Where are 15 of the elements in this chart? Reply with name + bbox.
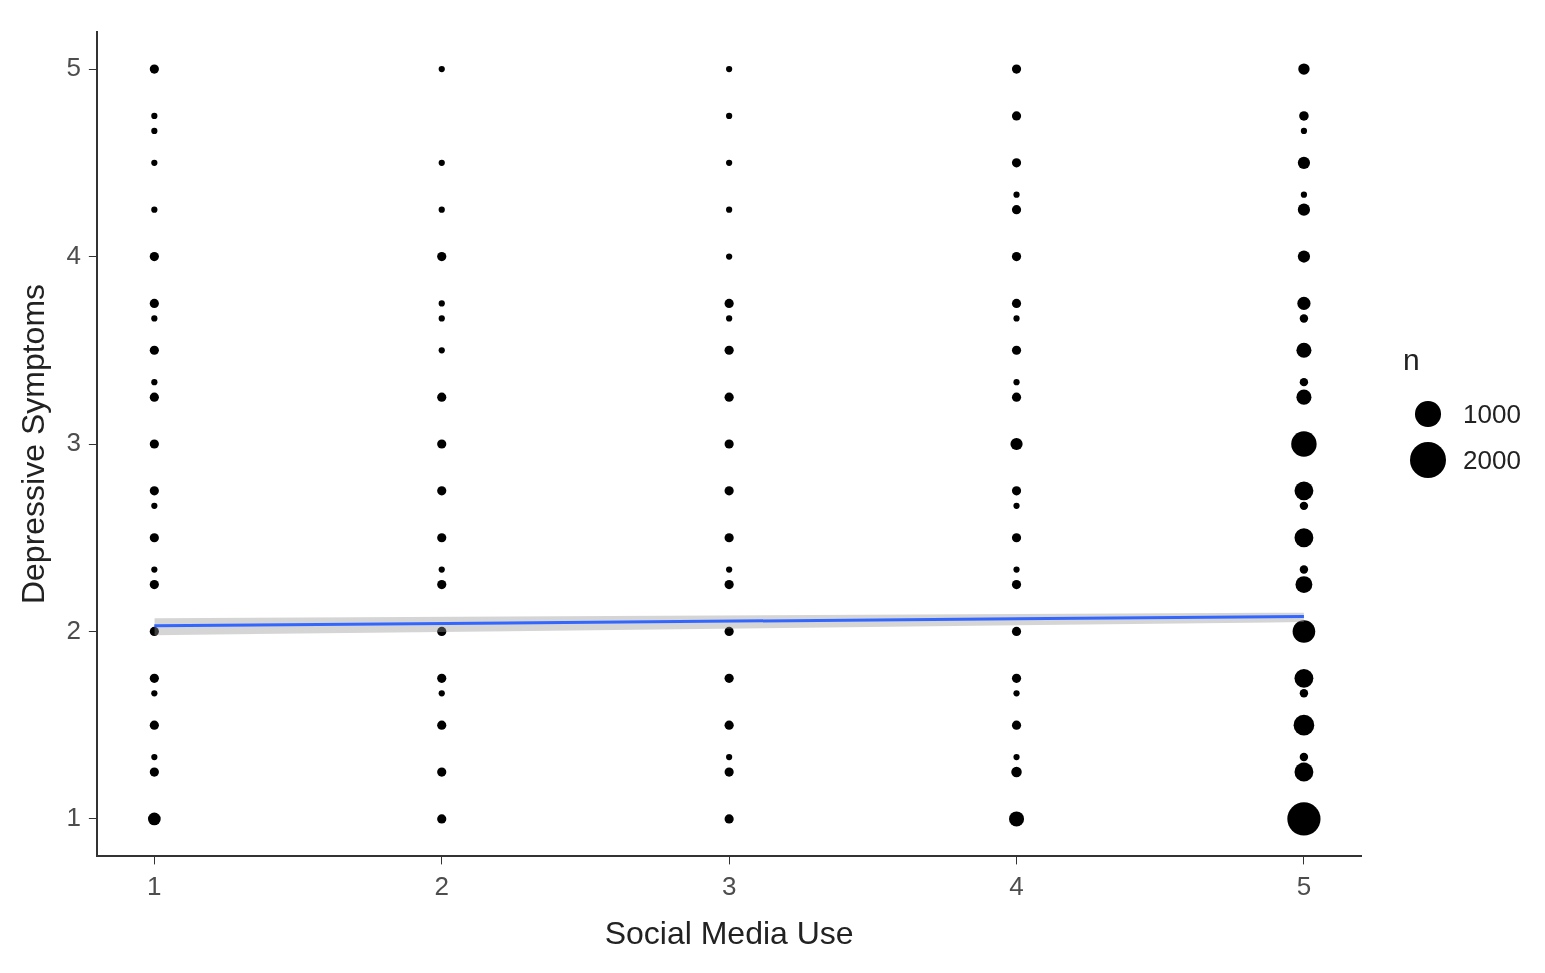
legend-title: n	[1403, 343, 1421, 377]
x-tick-label: 3	[721, 871, 737, 902]
y-tick-label: 5	[66, 52, 81, 83]
x-tick-label: 5	[1296, 871, 1312, 902]
x-axis-title: Social Media Use	[604, 914, 854, 951]
x-tick-label: 4	[1009, 871, 1024, 902]
y-axis-title: Depressive Symptoms	[15, 283, 52, 605]
y-tick-label: 3	[66, 427, 81, 458]
y-tick-label: 2	[66, 614, 81, 645]
y-tick-label: 1	[66, 802, 81, 833]
legend-label: 1000	[1463, 398, 1521, 430]
x-tick-label: 2	[434, 871, 449, 902]
y-tick-label: 4	[66, 239, 81, 270]
x-tick-label: 1	[147, 871, 162, 902]
legend-label: 2000	[1463, 444, 1521, 476]
